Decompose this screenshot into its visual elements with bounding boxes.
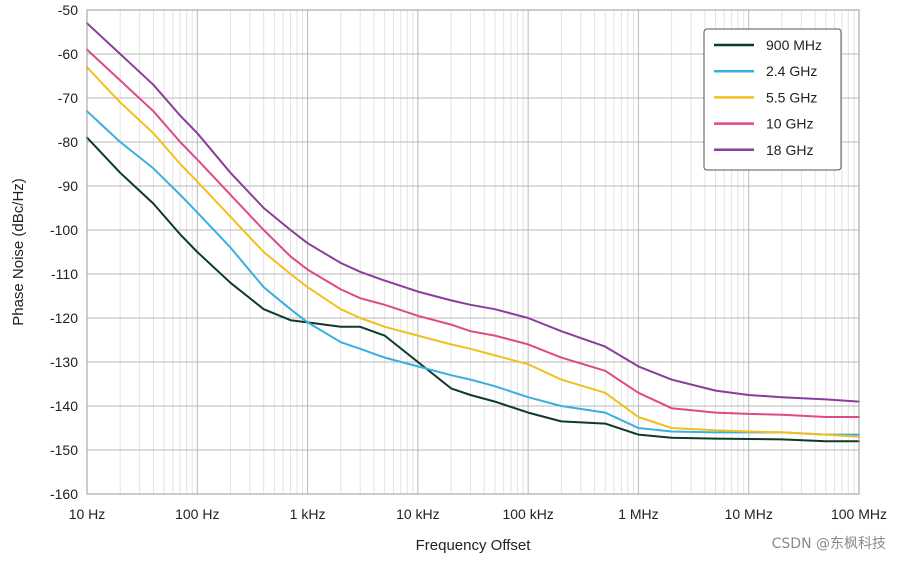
series-line — [86, 48, 860, 418]
legend-label: 2.4 GHz — [766, 63, 817, 79]
y-tick-label: -90 — [58, 178, 78, 194]
series-line — [86, 110, 860, 436]
x-tick-label: 1 kHz — [290, 506, 326, 522]
x-tick-label: 100 kHz — [502, 506, 553, 522]
y-tick-label: -160 — [50, 486, 78, 502]
x-tick-labels: 10 Hz 100 Hz 1 kHz 10 kHz 100 kHz 1 MHz 10 MHz… — [69, 506, 887, 522]
y-tick-labels: -50 -60 -70 -80 -90 -100 -110 -120 -130 -140 -150 -… — [50, 2, 78, 502]
legend-label: 900 MHz — [766, 37, 822, 53]
legend: 900 MHz 2.4 GHz 5.5 GHz 10 GHz 18 GHz — [703, 28, 842, 171]
y-tick-label: -120 — [50, 310, 78, 326]
y-tick-label: -100 — [50, 222, 78, 238]
y-tick-label: -80 — [58, 134, 78, 150]
series-line — [86, 22, 860, 403]
legend-label: 5.5 GHz — [766, 89, 817, 105]
x-tick-label: 10 kHz — [396, 506, 440, 522]
y-tick-label: -60 — [58, 46, 78, 62]
x-tick-label: 10 MHz — [725, 506, 773, 522]
y-axis-title: Phase Noise (dBc/Hz) — [10, 178, 27, 326]
y-tick-label: -130 — [50, 354, 78, 370]
plot-frame — [86, 9, 860, 495]
x-tick-label: 100 MHz — [831, 506, 887, 522]
x-axis-title: Frequency Offset — [416, 537, 532, 554]
y-tick-label: -50 — [58, 2, 78, 18]
series-line — [86, 136, 860, 443]
series-line — [86, 66, 860, 438]
watermark-text: CSDN @东枫科技 — [771, 536, 886, 552]
x-tick-label: 1 MHz — [618, 506, 658, 522]
legend-label: 10 GHz — [766, 116, 813, 132]
legend-label: 18 GHz — [766, 142, 813, 158]
series-layer — [86, 22, 860, 443]
x-tick-label: 10 Hz — [69, 506, 106, 522]
y-tick-label: -70 — [58, 90, 78, 106]
y-tick-label: -150 — [50, 442, 78, 458]
x-tick-label: 100 Hz — [175, 506, 219, 522]
y-tick-label: -140 — [50, 398, 78, 414]
y-tick-label: -110 — [51, 266, 78, 282]
legend-box — [703, 28, 842, 171]
